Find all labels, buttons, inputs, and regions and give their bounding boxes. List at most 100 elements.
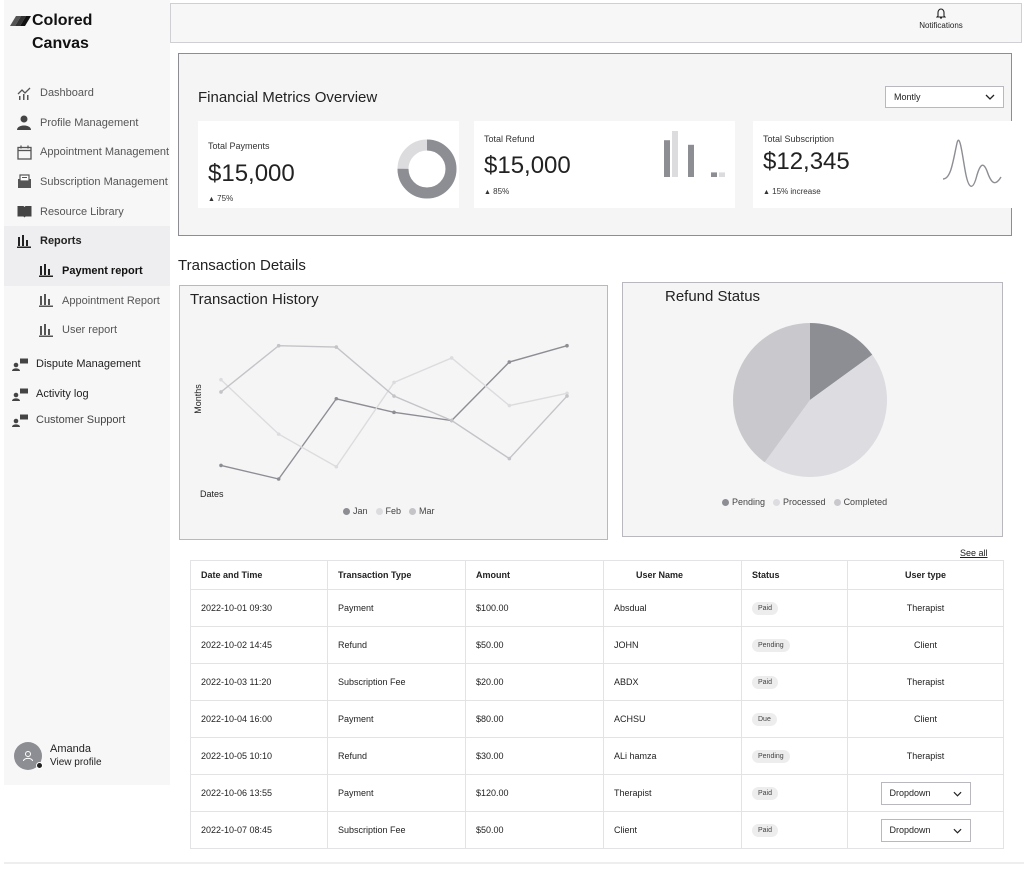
data-point xyxy=(565,343,569,348)
sidebar-item-dashboard[interactable]: Dashboard xyxy=(4,78,170,108)
transaction-history-chart xyxy=(219,343,569,481)
series-line-mar xyxy=(220,345,568,460)
data-point xyxy=(276,343,281,348)
cell-type: Payment xyxy=(327,589,466,627)
sidebar-item-user-report[interactable]: User report xyxy=(4,316,170,346)
financial-metrics-panel: Financial Metrics Overview Montly Total … xyxy=(178,53,1012,236)
payments-donut-chart xyxy=(397,139,457,199)
column-header[interactable]: User type xyxy=(847,560,1004,590)
bar-chart-icon xyxy=(38,322,54,338)
status-badge: Pending xyxy=(752,749,790,763)
notifications-button[interactable]: Notifications xyxy=(911,8,971,30)
data-point xyxy=(565,391,569,396)
user-icon xyxy=(23,751,33,762)
card-value: $15,000 xyxy=(208,160,295,187)
cell-type: Refund xyxy=(327,737,466,775)
table-row[interactable]: 2022-10-03 11:20 Subscription Fee $20.00… xyxy=(190,663,1004,701)
legend-item-pending: Pending xyxy=(722,497,765,507)
user-type-dropdown[interactable]: Dropdown xyxy=(880,781,971,805)
legend-item-completed: Completed xyxy=(833,497,887,507)
table-row[interactable]: 2022-10-06 13:55 Payment $120.00 Therapi… xyxy=(190,774,1004,812)
legend-label: Mar xyxy=(419,506,435,516)
up-arrow-icon: ▲ xyxy=(208,196,215,203)
user-profile[interactable]: Amanda View profile xyxy=(14,742,102,770)
table-row[interactable]: 2022-10-02 14:45 Refund $50.00 JOHN Pend… xyxy=(190,626,1004,664)
sidebar-item-payment-report[interactable]: Payment report xyxy=(4,256,170,286)
bar-chart-icon xyxy=(38,263,54,279)
sidebar-item-label: Reports xyxy=(40,235,82,248)
table-row[interactable]: 2022-10-04 16:00 Payment $80.00 ACHSU Du… xyxy=(190,700,1004,738)
total-subscription-card: Total Subscription $12,345 ▲ 15% increas… xyxy=(753,121,1012,208)
user-icon xyxy=(16,115,32,131)
subscription-sparkline xyxy=(943,139,1002,187)
sidebar-item-subscription-management[interactable]: Subscription Management xyxy=(4,167,170,197)
data-point xyxy=(219,390,223,394)
legend-swatch xyxy=(409,507,417,515)
pie-slice-processed xyxy=(764,354,887,477)
total-payments-card: Total Payments $15,000 ▲ 75% xyxy=(198,121,459,208)
column-header[interactable]: Status xyxy=(741,560,848,590)
period-select-value: Montly xyxy=(894,92,921,102)
data-point xyxy=(565,394,569,398)
cell-user: Client xyxy=(603,811,742,849)
sidebar-item-dispute-management[interactable]: Dispute Management xyxy=(4,349,170,379)
total-refund-card: Total Refund $15,000 ▲ 85% xyxy=(474,121,735,208)
cell-status: Pending xyxy=(741,626,848,664)
cell-user-type: Dropdown xyxy=(847,774,1004,812)
data-point xyxy=(507,360,512,364)
legend-swatch xyxy=(722,498,729,506)
period-select[interactable]: Montly xyxy=(885,86,1004,108)
column-header[interactable]: Transaction Type xyxy=(327,560,466,590)
sidebar-item-label: Appointment Report xyxy=(62,294,160,307)
data-point xyxy=(392,394,396,398)
sidebar-item-label: Dispute Management xyxy=(36,358,141,371)
view-profile-link[interactable]: View profile xyxy=(50,757,102,768)
sidebar: Colored Canvas Dashboard Profile Managem… xyxy=(4,0,170,785)
transaction-details-title: Transaction Details xyxy=(178,257,306,274)
see-all-link[interactable]: See all xyxy=(960,548,988,558)
cell-date: 2022-10-05 10:10 xyxy=(190,737,328,775)
cell-user: ALi hamza xyxy=(603,737,742,775)
chart-title: Refund Status xyxy=(665,288,761,305)
data-point xyxy=(507,403,512,408)
sidebar-item-activity-log[interactable]: Activity log xyxy=(4,379,170,409)
cell-user: ABDX xyxy=(603,663,742,701)
sidebar-item-label: Payment report xyxy=(62,264,143,277)
data-point xyxy=(449,418,454,423)
sidebar-item-appointment-management[interactable]: Appointment Management xyxy=(4,137,170,167)
sidebar-item-profile-management[interactable]: Profile Management xyxy=(4,108,170,138)
profile-text: Amanda View profile xyxy=(50,742,102,770)
data-point xyxy=(334,396,339,401)
cell-amount: $50.00 xyxy=(465,626,604,664)
card-label: Total Payments xyxy=(208,141,270,151)
sidebar-item-resource-library[interactable]: Resource Library xyxy=(4,197,170,227)
table-row[interactable]: 2022-10-05 10:10 Refund $30.00 ALi hamza… xyxy=(190,737,1004,775)
user-type-dropdown[interactable]: Dropdown xyxy=(880,818,971,842)
cell-user-type: Therapist xyxy=(847,737,1004,775)
refund-mini-bar-chart xyxy=(664,131,725,177)
cell-user: Therapist xyxy=(603,774,742,812)
column-header[interactable]: Date and Time xyxy=(190,560,328,590)
legend-label: Processed xyxy=(783,497,826,507)
status-badge: Due xyxy=(752,712,777,726)
refund-status-panel: Refund Status Pending Processed Complete… xyxy=(622,282,1003,537)
status-badge: Paid xyxy=(752,601,779,615)
cell-type: Payment xyxy=(327,700,466,738)
data-point xyxy=(392,410,396,415)
sidebar-item-appointment-report[interactable]: Appointment Report xyxy=(4,286,170,316)
people-icon xyxy=(12,386,28,402)
table-row[interactable]: 2022-10-01 09:30 Payment $100.00 Absdual… xyxy=(190,589,1004,627)
up-arrow-icon: ▲ xyxy=(763,189,770,196)
brand-mark-icon xyxy=(10,16,31,26)
column-header[interactable]: Amount xyxy=(465,560,604,590)
column-header[interactable]: User Name xyxy=(603,560,742,590)
sidebar-item-reports[interactable]: Reports xyxy=(4,226,170,257)
transaction-history-panel: Transaction History Months Dates Jan Feb… xyxy=(179,285,608,540)
avatar[interactable] xyxy=(14,742,43,770)
bar-chart-icon xyxy=(16,233,32,249)
table-row[interactable]: 2022-10-07 08:45 Subscription Fee $50.00… xyxy=(190,811,1004,849)
card-value: $12,345 xyxy=(763,148,850,175)
sidebar-item-customer-support[interactable]: Customer Support xyxy=(4,409,170,431)
bell-icon xyxy=(936,8,946,19)
